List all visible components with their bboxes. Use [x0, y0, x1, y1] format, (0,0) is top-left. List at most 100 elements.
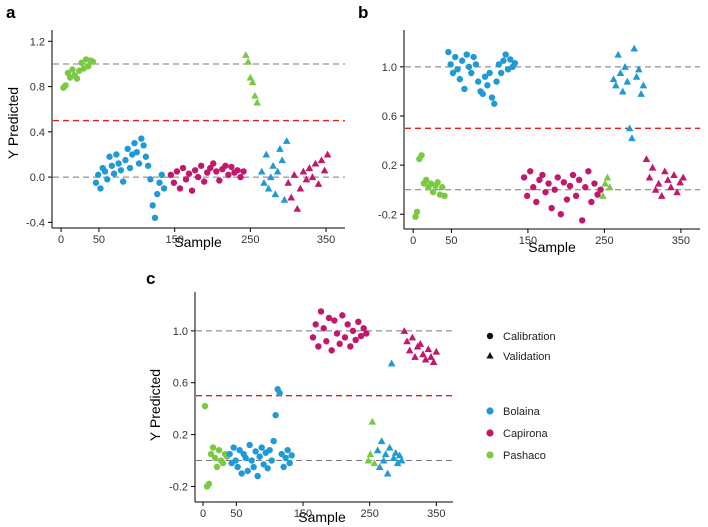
panel-a-y-tick-label: 0.0: [30, 172, 45, 184]
panel-b-bolaina-validation-point: [614, 50, 622, 58]
panel-a-bolaina-calibration-point: [126, 164, 134, 172]
panel-a-x-tick-label: 50: [93, 234, 105, 246]
panel-a-bolaina-validation-point: [269, 161, 277, 169]
panel-a-pashaco-validation-point: [253, 98, 261, 106]
panel-c-capirona-calibration-point: [317, 308, 325, 315]
panel-c-bolaina-calibration-point: [256, 453, 263, 460]
panel-a-y-tick-label: 0.8: [30, 82, 45, 94]
panel-a-capirona-calibration-point: [179, 164, 187, 172]
panel-c-bolaina-calibration-point: [260, 461, 267, 468]
panel-a-pashaco-calibration-point: [62, 82, 69, 89]
panel-a-capirona-calibration-point: [170, 179, 178, 186]
panel-a-capirona-calibration-point: [234, 167, 241, 174]
panel-b-pashaco-calibration-point: [439, 184, 446, 191]
panel-a-bolaina-calibration-point: [156, 179, 163, 186]
panel-b-capirona-validation-point: [676, 178, 684, 186]
panel-c-bolaina-calibration-point: [266, 446, 273, 454]
panel-c-capirona-validation-point: [429, 358, 438, 366]
panel-c-capirona-calibration-point: [349, 327, 357, 335]
panel-c-capirona-validation-point: [421, 355, 430, 363]
panel-a-capirona-calibration-point: [173, 168, 181, 175]
panel-a-capirona-validation-point: [323, 150, 332, 158]
panel-b-capirona-calibration-point: [572, 192, 580, 200]
panel-a-y-tick-label: -0.4: [26, 217, 45, 229]
panel-a-capirona-calibration-point: [197, 162, 205, 169]
panel-c-capirona-calibration-point: [325, 314, 333, 322]
panel-a-pashaco-validation-point: [244, 57, 252, 65]
panel-a-capirona-calibration-point: [204, 169, 211, 176]
panel-a-capirona-validation-point: [308, 173, 317, 181]
panel-a-capirona-calibration-point: [222, 162, 229, 169]
panel-b-bolaina-validation-point: [609, 75, 618, 83]
panel-b-bolaina-calibration-point: [479, 90, 486, 98]
panel-b-capirona-calibration-point: [585, 168, 592, 175]
panel-a-bolaina-validation-point: [278, 156, 286, 164]
panel-c-bolaina-validation-point: [387, 359, 396, 367]
panel-b-bolaina-calibration-point: [472, 61, 480, 68]
panel-a-pashaco-validation-point: [242, 51, 250, 58]
panel-a-capirona-calibration-point: [240, 168, 247, 175]
panel-c-bolaina-validation-point: [395, 451, 404, 459]
panel-c-y-tick-label: -0.2: [169, 481, 188, 493]
panel-b-capirona-calibration-point: [575, 176, 583, 184]
panel-c-capirona-calibration-point: [315, 343, 322, 350]
legend-validation-marker: [486, 352, 494, 359]
panel-b-x-tick-label: 0: [410, 235, 416, 247]
panel-a-letter: a: [6, 3, 16, 22]
panel-b-bolaina-calibration-point: [445, 48, 452, 56]
panel-b-bolaina-calibration-point: [458, 57, 466, 64]
panel-b-bolaina-validation-point: [625, 124, 634, 132]
panel-a-capirona-validation-point: [311, 159, 320, 167]
panel-b-bolaina-calibration-point: [486, 69, 493, 77]
panel-c-bolaina-calibration-point: [250, 463, 257, 471]
panel-c-bolaina-calibration-point: [264, 465, 271, 472]
panel-b-pashaco-calibration-point: [434, 179, 441, 186]
panel-b-bolaina-validation-point: [630, 44, 639, 52]
panel-c-pashaco-validation-point: [364, 456, 373, 464]
panel-b-bolaina-validation-point: [628, 134, 636, 142]
panel-c-bolaina-calibration-point: [268, 457, 275, 464]
panel-b-capirona-calibration-point: [566, 182, 574, 190]
panel-b-bolaina-calibration-point: [468, 69, 475, 77]
panel-c-capirona-calibration-point: [333, 330, 341, 337]
panel-c-capirona-validation-point: [403, 337, 411, 345]
panel-c-bolaina-calibration-point: [244, 467, 251, 475]
panel-b: b Sample -0.2 0.2 0.6 1.0 0 50 150 250 350: [358, 3, 700, 255]
panel-a-capirona-validation-point: [305, 164, 314, 172]
legend-capirona-label: Capirona: [503, 428, 549, 440]
panel-c-pashaco-calibration-point: [205, 480, 213, 488]
panel-b-bolaina-calibration-point: [495, 61, 503, 68]
panel-b-capirona-validation-point: [657, 192, 666, 199]
panel-a-x-tick-label: 250: [241, 234, 259, 246]
panel-a-bolaina-calibration-point: [142, 153, 150, 160]
panel-c-capirona-calibration-point: [336, 340, 343, 348]
panel-b-letter: b: [358, 3, 368, 22]
panel-c-capirona-validation-point: [419, 350, 427, 358]
panel-b-capirona-validation-point: [651, 185, 660, 193]
panel-a-pashaco-calibration-point: [73, 75, 81, 82]
panel-b-capirona-validation-point: [679, 173, 687, 181]
panel-b-capirona-calibration-point: [591, 180, 598, 187]
panel-b-capirona-validation-point: [654, 179, 663, 187]
panel-b-capirona-calibration-point: [569, 171, 577, 179]
panel-c-bolaina-calibration-point: [272, 411, 279, 419]
panel-a-bolaina-calibration-point: [122, 156, 129, 164]
panel-a-bolaina-calibration-point: [108, 162, 116, 169]
panel-b-capirona-validation-point: [673, 188, 681, 196]
panel-c-pashaco-calibration-point: [209, 444, 217, 451]
panel-c-y-tick-label: 1.0: [173, 326, 188, 338]
panel-a-capirona-calibration-point: [213, 168, 220, 175]
panel-b-bolaina-calibration-point: [502, 51, 509, 58]
panel-b-pashaco-validation-point: [599, 192, 607, 199]
panel-b-bolaina-validation-point: [616, 69, 625, 77]
panel-a-bolaina-validation-point: [257, 167, 266, 175]
panel-c-bolaina-validation-point: [373, 446, 382, 454]
panel-c-bolaina-calibration-point: [282, 454, 289, 462]
panel-a-bolaina-calibration-point: [115, 160, 122, 167]
panel-b-bolaina-validation-point: [637, 90, 645, 97]
panel-c-pashaco-calibration-point: [211, 454, 219, 462]
panel-c-bolaina-calibration-point: [230, 444, 237, 451]
panel-b-x-axis-title: Sample: [528, 239, 576, 255]
panel-c-x-tick-label: 150: [294, 508, 312, 520]
panel-c-bolaina-calibration-point: [284, 446, 291, 454]
